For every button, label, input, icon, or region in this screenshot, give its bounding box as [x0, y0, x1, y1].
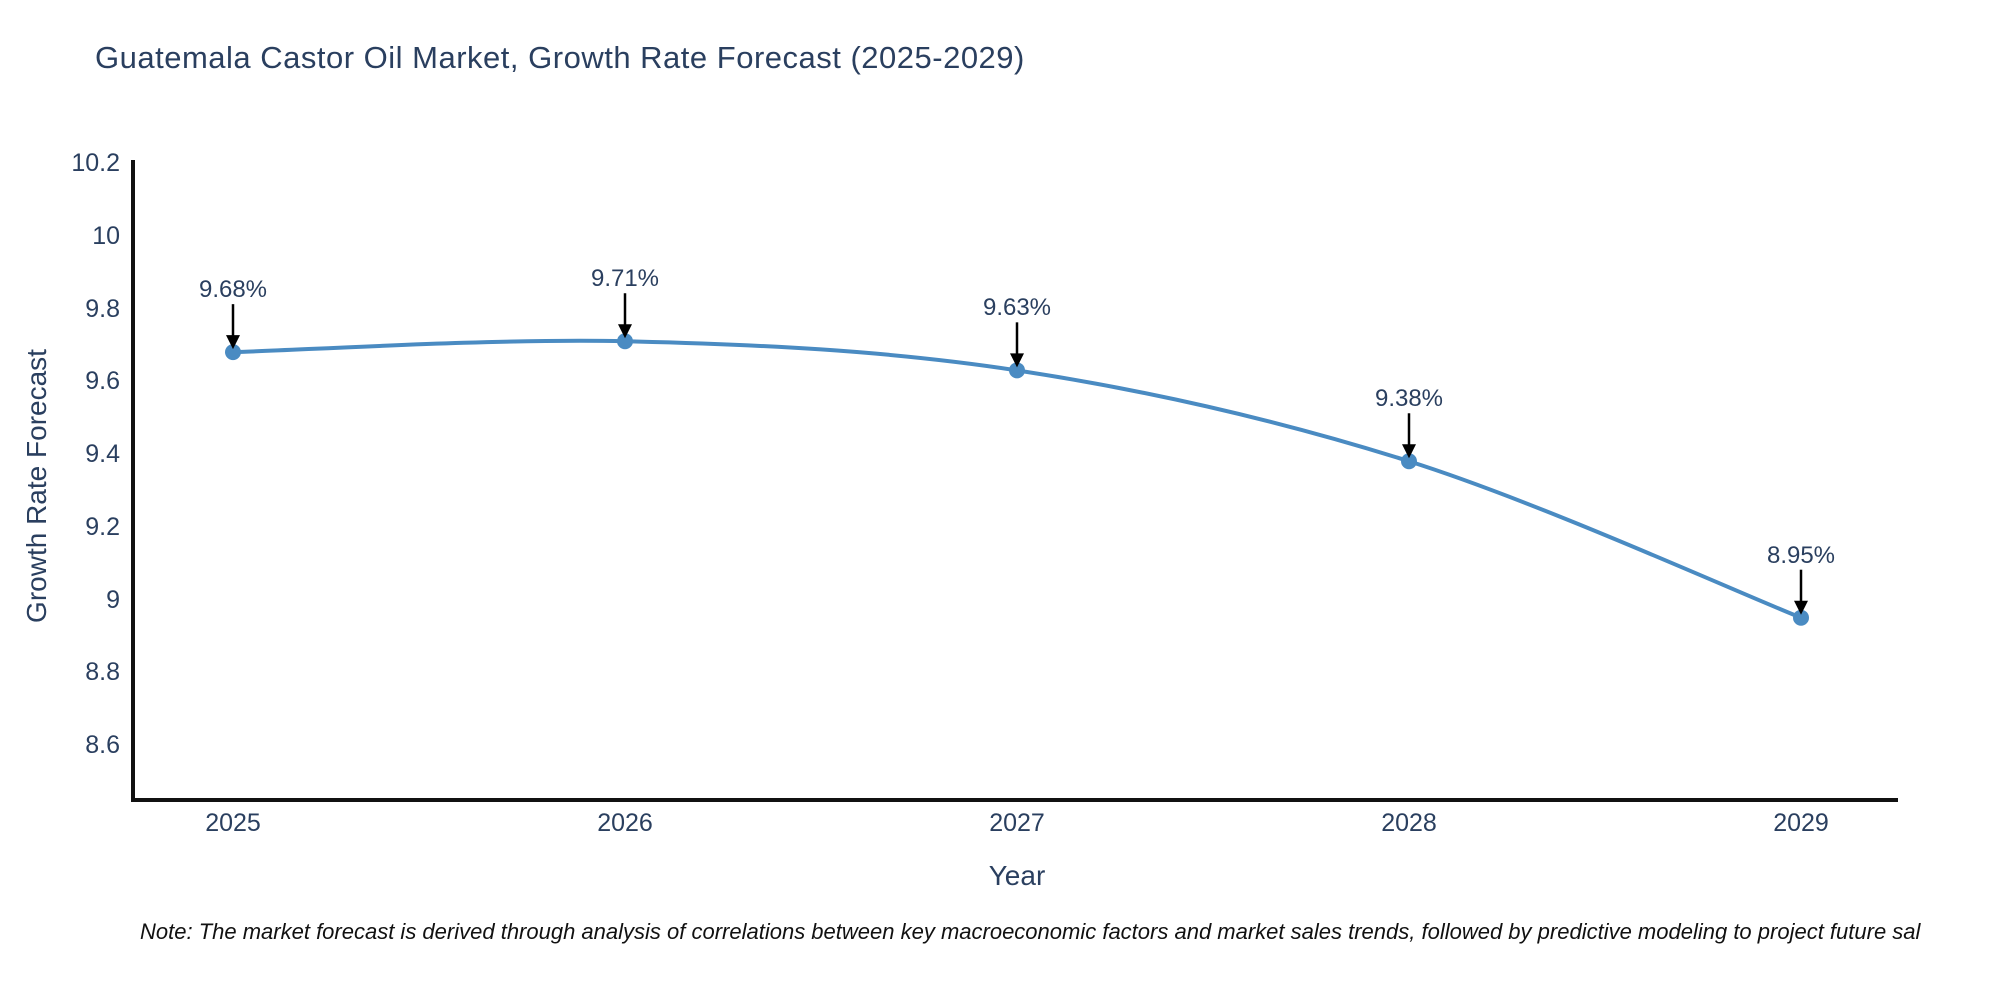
data-point-marker[interactable]	[617, 333, 633, 350]
y-tick-label: 9	[106, 585, 120, 614]
annotation-arrow-head	[1010, 353, 1024, 368]
y-tick-label: 9.8	[85, 294, 120, 323]
point-annotation-label: 9.63%	[982, 294, 1052, 322]
footnote: Note: The market forecast is derived thr…	[140, 919, 1921, 944]
y-tick-label: 9.2	[85, 512, 120, 541]
y-tick-label: 10.2	[71, 149, 120, 177]
x-tick-label: 2027	[989, 809, 1045, 837]
annotation-arrow-head	[1794, 600, 1808, 615]
x-axis-title: Year	[988, 860, 1046, 891]
y-tick-label: 8.6	[85, 731, 120, 759]
x-tick-label: 2026	[597, 809, 653, 837]
y-tick-label: 9.4	[85, 440, 120, 468]
y-tick-label: 8.8	[85, 658, 120, 687]
trend-line	[232, 338, 1802, 620]
x-tick-label: 2025	[205, 809, 261, 837]
data-point-marker[interactable]	[1401, 453, 1417, 470]
data-point-marker[interactable]	[1793, 609, 1809, 626]
point-annotation-label: 9.38%	[1374, 385, 1444, 413]
x-tick-label: 2029	[1773, 809, 1829, 837]
annotation-arrow-head	[226, 335, 240, 350]
point-annotation-label: 9.71%	[590, 265, 660, 293]
annotation-arrow-head	[618, 324, 632, 339]
point-annotation-label: 8.95%	[1766, 541, 1836, 569]
point-annotation-label: 9.68%	[198, 276, 268, 304]
annotation-arrow-head	[1402, 444, 1416, 459]
chart-title: Guatemala Castor Oil Market, Growth Rate…	[95, 40, 1025, 75]
y-tick-label: 10	[92, 221, 120, 250]
data-point-marker[interactable]	[225, 344, 241, 361]
data-point-marker[interactable]	[1009, 362, 1025, 379]
x-tick-label: 2028	[1381, 809, 1437, 837]
y-tick-label: 9.6	[85, 367, 120, 396]
